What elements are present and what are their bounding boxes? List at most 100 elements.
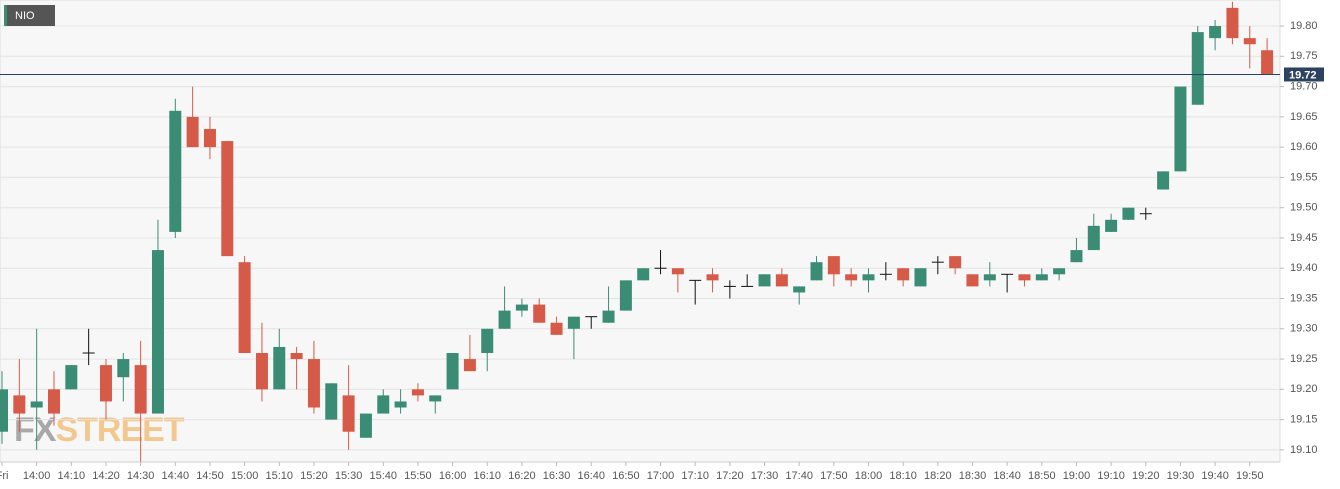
body <box>1122 207 1135 220</box>
body <box>134 365 147 414</box>
y-tick-label: 19.50 <box>1290 202 1318 214</box>
y-tick-label: 19.30 <box>1290 323 1318 335</box>
plot-area <box>0 0 1281 463</box>
y-tick-label: 19.60 <box>1290 141 1318 153</box>
body <box>793 286 806 293</box>
x-tick-label: 18:30 <box>959 470 987 482</box>
watermark-street: STREET <box>55 411 184 449</box>
body <box>949 256 962 269</box>
x-tick-label: 14:50 <box>196 470 224 482</box>
x-tick-label: Fri <box>0 470 8 482</box>
body <box>498 310 511 329</box>
body <box>602 310 615 323</box>
watermark-fx: FX <box>14 411 57 449</box>
y-tick-label: 19.80 <box>1290 20 1318 32</box>
y-tick-label: 19.55 <box>1290 171 1318 183</box>
body <box>446 353 459 390</box>
x-tick-label: 19:00 <box>1063 470 1091 482</box>
body <box>30 401 43 408</box>
body <box>65 365 78 390</box>
x-tick-label: 16:20 <box>508 470 536 482</box>
x-tick-label: 14:30 <box>127 470 155 482</box>
body <box>567 316 580 329</box>
x-tick-label: 19:30 <box>1167 470 1195 482</box>
body <box>342 395 355 432</box>
x-tick-label: 17:50 <box>820 470 848 482</box>
body <box>914 268 927 287</box>
legend-swatch <box>4 5 7 26</box>
candles <box>0 1 1274 462</box>
x-tick-label: 17:40 <box>785 470 813 482</box>
body <box>983 274 996 281</box>
body <box>533 304 546 323</box>
body <box>47 389 60 414</box>
body <box>1157 171 1170 190</box>
body <box>411 389 424 396</box>
x-tick-label: 17:30 <box>751 470 779 482</box>
x-tick-label: 14:00 <box>23 470 51 482</box>
x-tick-label: 15:10 <box>266 470 294 482</box>
x-tick-label: 14:40 <box>162 470 190 482</box>
body <box>221 141 234 257</box>
legend-label: NIO <box>15 10 35 22</box>
x-tick-label: 18:20 <box>924 470 952 482</box>
body <box>775 274 788 287</box>
last-price-label: 19.72 <box>1289 69 1317 81</box>
body <box>619 280 632 311</box>
x-tick-label: 16:00 <box>439 470 467 482</box>
body <box>186 116 199 148</box>
body <box>394 401 407 408</box>
x-tick-label: 16:30 <box>543 470 571 482</box>
y-tick-label: 19.65 <box>1290 111 1318 123</box>
body <box>1191 32 1204 105</box>
watermark: FXSTREET <box>14 411 185 449</box>
x-tick-label: 14:20 <box>92 470 120 482</box>
y-tick-label: 19.35 <box>1290 292 1318 304</box>
body <box>1053 268 1066 275</box>
body <box>359 413 372 438</box>
body <box>13 395 26 414</box>
body <box>862 274 875 281</box>
body <box>810 262 823 281</box>
body <box>255 353 268 390</box>
body <box>1243 38 1256 45</box>
body <box>1209 26 1222 39</box>
y-tick-label: 19.70 <box>1290 80 1318 92</box>
x-tick-label: 19:20 <box>1132 470 1160 482</box>
y-tick-label: 19.15 <box>1290 414 1318 426</box>
body <box>481 328 494 354</box>
body <box>307 359 320 408</box>
x-tick-label: 16:40 <box>577 470 605 482</box>
body <box>637 268 650 281</box>
body <box>966 274 979 287</box>
x-tick-label: 15:20 <box>300 470 328 482</box>
body <box>325 383 338 420</box>
body <box>845 274 858 281</box>
body <box>758 274 771 287</box>
legend-box <box>4 5 55 26</box>
y-tick-label: 19.10 <box>1290 444 1318 456</box>
body <box>827 256 840 275</box>
x-tick-label: 17:20 <box>716 470 744 482</box>
body <box>1018 274 1031 281</box>
body <box>117 359 130 378</box>
body <box>169 110 182 232</box>
body <box>377 395 390 414</box>
y-tick-label: 19.25 <box>1290 353 1318 365</box>
body <box>1226 7 1239 39</box>
body <box>550 322 563 335</box>
body <box>463 359 476 372</box>
x-tick-label: 18:10 <box>889 470 917 482</box>
y-tick-label: 19.20 <box>1290 383 1318 395</box>
x-tick-label: 15:50 <box>404 470 432 482</box>
x-tick-label: 19:40 <box>1201 470 1229 482</box>
last-price-box <box>1284 67 1324 82</box>
body <box>290 353 303 360</box>
body <box>1261 50 1274 75</box>
y-tick-label: 19.40 <box>1290 262 1318 274</box>
body <box>203 128 216 148</box>
body <box>238 262 251 354</box>
x-tick-label: 15:40 <box>369 470 397 482</box>
x-tick-label: 19:10 <box>1097 470 1125 482</box>
